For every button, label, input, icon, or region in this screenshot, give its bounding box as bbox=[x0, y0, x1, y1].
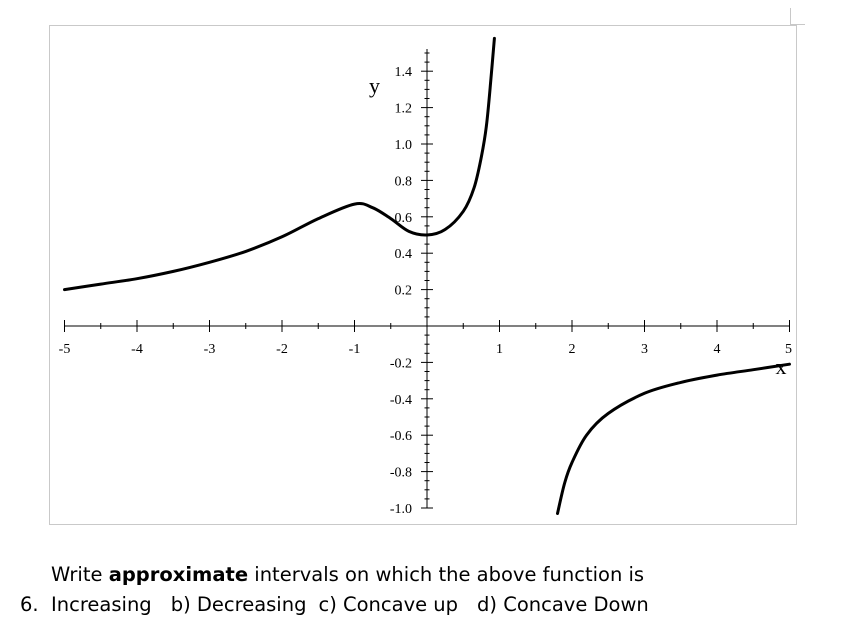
curve-left bbox=[63, 36, 496, 292]
x-tick-label: 1 bbox=[496, 342, 503, 357]
x-tick-label: -4 bbox=[131, 342, 143, 357]
y-tick-label: 0.2 bbox=[395, 284, 413, 299]
y-tick-label: 0.4 bbox=[395, 247, 413, 262]
y-tick-label: 1.2 bbox=[395, 102, 413, 117]
x-tick-label: -5 bbox=[59, 342, 71, 357]
x-axis-label: x bbox=[776, 354, 787, 379]
ticks bbox=[64, 52, 790, 509]
tick-labels: -5 -4 -3 -2 -1 1 2 3 4 5 1.4 1.2 1.0 0.8 0.6 0.4 0.2 -0.2… bbox=[59, 65, 792, 517]
question-number: 6. bbox=[20, 593, 39, 616]
question-intro: Write approximate intervals on which the… bbox=[20, 560, 649, 590]
plot-frame bbox=[49, 25, 797, 525]
y-tick-label: 1.4 bbox=[395, 65, 413, 80]
part-d-concave-down: d) Concave Down bbox=[477, 593, 649, 616]
curve-right bbox=[556, 362, 791, 515]
y-tick-label: -0.2 bbox=[390, 356, 412, 371]
x-tick-label: 3 bbox=[641, 342, 648, 357]
intro-text-start: Write bbox=[51, 563, 109, 586]
x-tick-label: 2 bbox=[569, 342, 576, 357]
y-tick-label: 1.0 bbox=[395, 138, 413, 153]
part-b-decreasing: b) Decreasing bbox=[170, 593, 307, 616]
question: Write approximate intervals on which the… bbox=[20, 560, 649, 620]
part-a-increasing: Increasing bbox=[51, 593, 152, 616]
axes bbox=[64, 49, 790, 508]
part-c-concave-up: c) Concave up bbox=[318, 593, 459, 616]
y-tick-label: -1.0 bbox=[390, 502, 412, 517]
x-tick-label: 5 bbox=[785, 342, 792, 357]
y-axis-label: y bbox=[369, 73, 380, 98]
x-tick-label: -3 bbox=[204, 342, 216, 357]
curves bbox=[63, 36, 791, 515]
x-tick-label: 4 bbox=[714, 342, 721, 357]
x-tick-label: -2 bbox=[276, 342, 288, 357]
y-tick-label: 0.8 bbox=[395, 174, 413, 189]
y-tick-label: 0.6 bbox=[395, 211, 413, 226]
x-tick-label: -1 bbox=[349, 342, 361, 357]
page-corner-mark bbox=[790, 8, 805, 25]
function-graph: -5 -4 -3 -2 -1 1 2 3 4 5 1.4 1.2 1.0 0.8 0.6 0.4 0.2 -0.2… bbox=[59, 36, 792, 517]
y-tick-label: -0.6 bbox=[390, 429, 412, 444]
question-parts: 6. Increasing b) Decreasing c) Concave up d)… bbox=[20, 590, 649, 620]
intro-bold-word: approximate bbox=[108, 563, 249, 586]
y-tick-label: -0.8 bbox=[390, 466, 412, 481]
intro-text-end: intervals on which the above function is bbox=[248, 563, 645, 586]
y-tick-label: -0.4 bbox=[390, 393, 412, 408]
